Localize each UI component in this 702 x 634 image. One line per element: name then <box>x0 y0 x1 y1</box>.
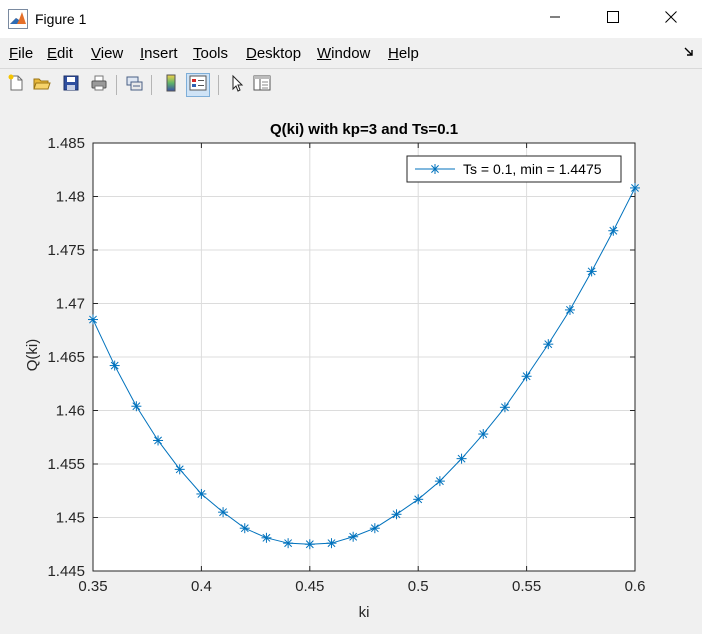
legend-entry-label: Ts = 0.1, min = 1.4475 <box>463 161 602 177</box>
data-point-marker <box>109 360 120 371</box>
colorbar-button[interactable] <box>159 73 183 97</box>
new-figure-button[interactable] <box>4 73 28 97</box>
menu-file[interactable]: File <box>9 45 34 62</box>
data-point-marker <box>174 464 185 475</box>
menu-tools[interactable]: Tools <box>193 45 229 62</box>
data-point-marker <box>630 182 640 193</box>
y-axis-label: Q(ki) <box>24 339 41 372</box>
menu-view[interactable]: View <box>91 45 124 62</box>
menu-insert[interactable]: Insert <box>140 45 178 62</box>
data-point-marker <box>153 435 164 446</box>
window-title: Figure 1 <box>35 11 87 27</box>
legend[interactable]: Ts = 0.1, min = 1.4475 <box>406 155 622 183</box>
menu-bar: File Edit View Insert Tools Desktop Wind… <box>0 38 702 68</box>
chart-title: Q(ki) with kp=3 and Ts=0.1 <box>270 121 458 138</box>
menu-desktop[interactable]: Desktop <box>246 45 302 62</box>
data-point-marker <box>586 266 597 277</box>
edit-plot-icon <box>228 74 246 97</box>
figure-toolbar <box>0 68 702 102</box>
data-point-marker <box>608 225 619 236</box>
menu-edit[interactable]: Edit <box>47 45 73 62</box>
x-axis-label: ki <box>359 604 370 621</box>
x-tick-label: 0.55 <box>512 578 541 595</box>
data-point-marker <box>478 429 489 440</box>
series-line <box>92 187 636 545</box>
y-tick-label: 1.45 <box>56 510 85 527</box>
data-point-marker <box>413 494 424 505</box>
data-point-marker <box>499 402 510 413</box>
print-icon <box>90 74 108 97</box>
x-tick-label: 0.35 <box>78 578 107 595</box>
data-point-marker <box>239 523 250 534</box>
link-plot-button[interactable] <box>122 73 146 97</box>
data-point-marker <box>391 509 402 520</box>
maximize-icon <box>607 10 619 28</box>
data-point-marker <box>218 507 229 518</box>
axes-frame <box>92 142 636 572</box>
data-point-marker <box>131 401 142 412</box>
toolbar-separator <box>116 75 117 95</box>
legend-marker <box>430 164 440 174</box>
matlab-logo-icon <box>8 9 28 29</box>
data-point-marker <box>261 532 272 543</box>
series-markers <box>88 182 640 550</box>
colorbar-icon <box>162 74 180 97</box>
y-tick-label: 1.485 <box>47 135 85 152</box>
link-plot-icon <box>125 74 143 97</box>
minimize-button[interactable] <box>526 0 584 38</box>
close-button[interactable] <box>642 0 700 38</box>
legend-button[interactable] <box>186 73 210 97</box>
y-tick-labels: 1.445 1.45 1.455 1.46 1.465 1.47 1.475 1.48 1.48… <box>47 135 85 580</box>
open-file-icon <box>33 74 51 97</box>
property-inspector-button[interactable] <box>250 73 274 97</box>
property-inspector-icon <box>253 74 271 97</box>
maximize-button[interactable] <box>584 0 642 38</box>
data-point-marker <box>564 304 575 315</box>
print-button[interactable] <box>87 73 111 97</box>
edit-plot-button[interactable] <box>225 73 249 97</box>
data-point-marker <box>196 488 207 499</box>
legend-icon <box>189 74 207 97</box>
menu-help[interactable]: Help <box>388 45 419 62</box>
line-chart[interactable]: Q(ki) with kp=3 and Ts=0.1 0.35 0.4 0.45 0.… <box>0 101 702 629</box>
x-tick-label: 0.45 <box>295 578 324 595</box>
data-point-marker <box>456 453 467 464</box>
x-tick-label: 0.4 <box>191 578 212 595</box>
save-icon <box>62 74 80 97</box>
x-tick-labels: 0.35 0.4 0.45 0.5 0.55 0.6 <box>78 578 645 595</box>
y-tick-label: 1.465 <box>47 349 85 366</box>
data-point-marker <box>283 538 294 549</box>
data-point-marker <box>543 339 554 350</box>
menu-window[interactable]: Window <box>317 45 371 62</box>
y-tick-label: 1.47 <box>56 296 85 313</box>
dock-arrow-icon[interactable] <box>684 46 694 60</box>
open-file-button[interactable] <box>30 73 54 97</box>
data-point-marker <box>521 371 532 382</box>
data-point-marker <box>326 538 337 549</box>
save-button[interactable] <box>59 73 83 97</box>
minimize-icon <box>549 10 561 28</box>
figure-area: Q(ki) with kp=3 and Ts=0.1 0.35 0.4 0.45 0.… <box>0 101 702 629</box>
toolbar-separator <box>218 75 219 95</box>
new-figure-icon <box>7 74 25 97</box>
y-tick-label: 1.445 <box>47 563 85 580</box>
toolbar-separator <box>151 75 152 95</box>
window-titlebar: Figure 1 <box>0 0 702 38</box>
y-tick-label: 1.475 <box>47 242 85 259</box>
legend-marker-asterisk <box>430 164 440 174</box>
y-tick-label: 1.48 <box>56 189 85 206</box>
x-tick-label: 0.6 <box>625 578 646 595</box>
data-point-marker <box>434 476 445 487</box>
data-point-marker <box>369 523 380 534</box>
y-tick-label: 1.455 <box>47 456 85 473</box>
data-point-marker <box>88 314 98 325</box>
data-point-marker <box>304 539 315 550</box>
axes-box <box>92 142 636 572</box>
data-point-marker <box>348 531 359 542</box>
x-tick-label: 0.5 <box>408 578 429 595</box>
close-icon <box>665 10 677 28</box>
y-tick-label: 1.46 <box>56 403 85 420</box>
